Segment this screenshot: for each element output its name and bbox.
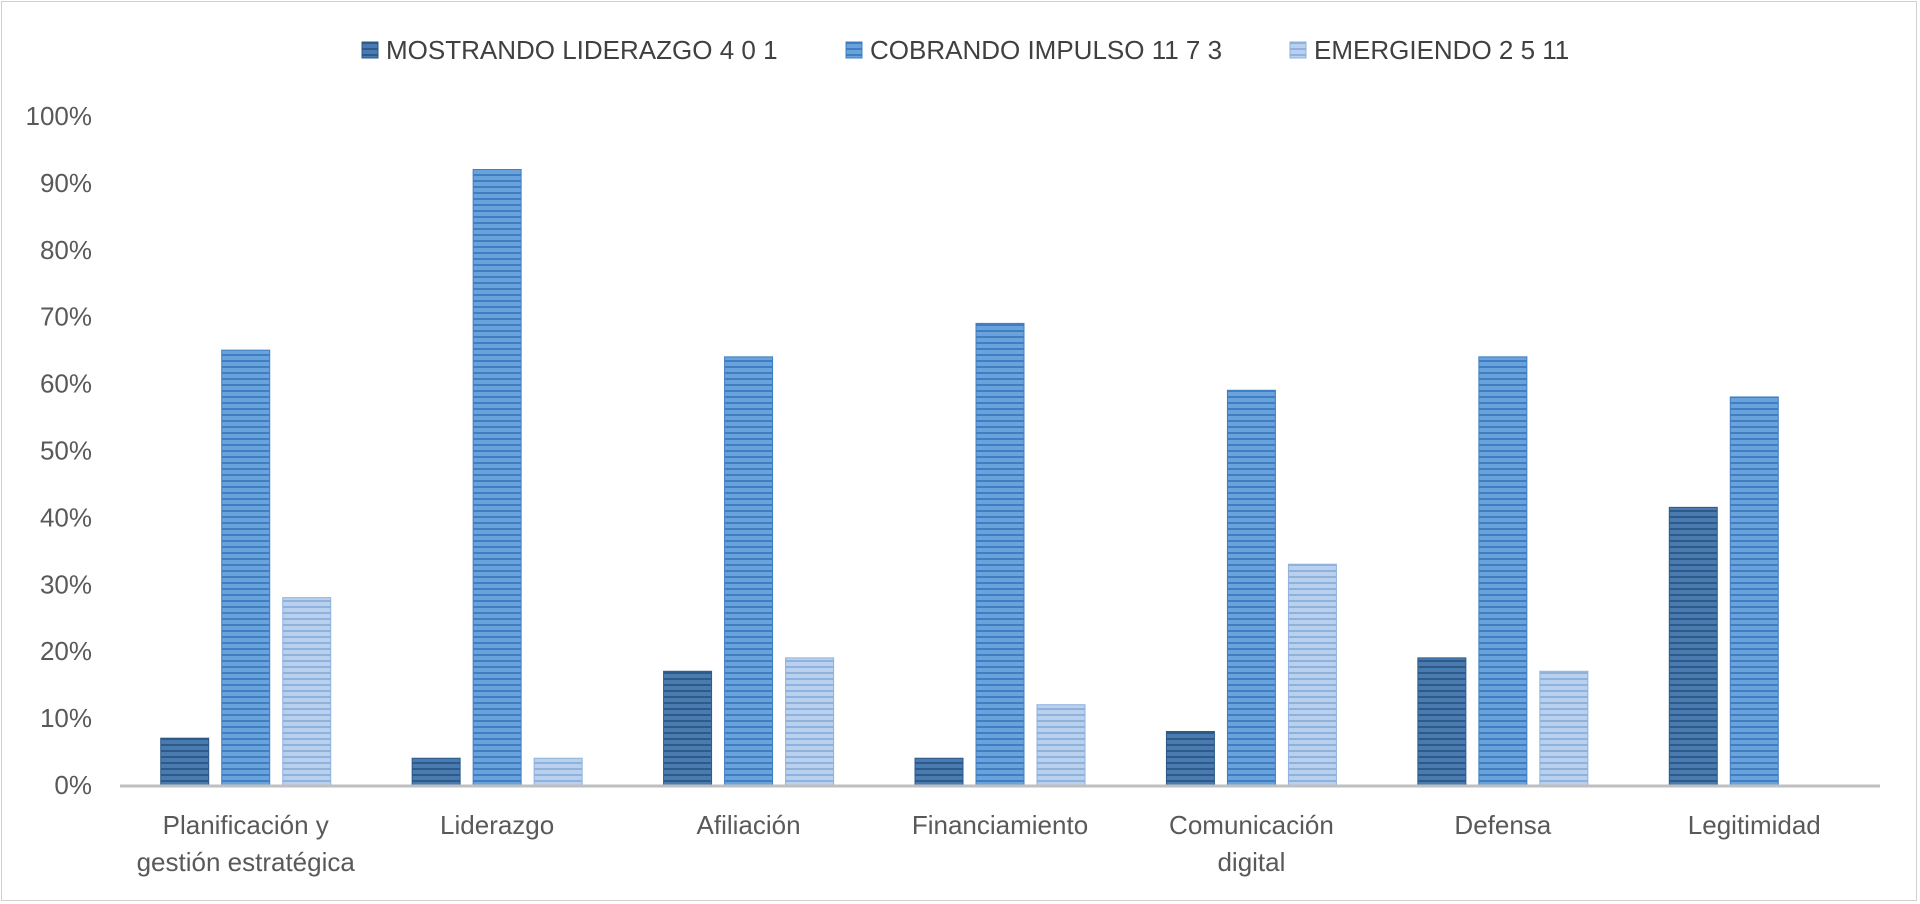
legend-item-0: MOSTRANDO LIDERAZGO 4 0 1	[361, 35, 778, 65]
legend-item-2: EMERGIENDO 2 5 11	[1289, 35, 1569, 65]
y-tick-label: 40%	[40, 502, 92, 532]
bar-series-1-cat-1	[472, 169, 522, 786]
bar-series-1-cat-0	[221, 349, 271, 786]
legend-item-1: COBRANDO IMPULSO 11 7 3	[845, 35, 1222, 65]
bar-series-2-cat-3	[1036, 704, 1086, 786]
y-tick-label: 30%	[40, 569, 92, 599]
y-tick-label: 20%	[40, 636, 92, 666]
legend-swatch	[361, 41, 379, 59]
x-category-label: Liderazgo	[440, 810, 554, 840]
y-tick-label: 80%	[40, 235, 92, 265]
legend-label: COBRANDO IMPULSO 11 7 3	[870, 35, 1222, 65]
bar-series-0-cat-0	[160, 737, 210, 786]
x-category-label: Comunicación digital	[1169, 810, 1334, 877]
y-axis: 0% 10% 20% 30% 40% 50% 60% 70% 80% 90% 100%	[26, 101, 93, 800]
legend-swatch	[1289, 41, 1307, 59]
legend-label: EMERGIENDO 2 5 11	[1314, 35, 1569, 65]
bar-series-2-cat-0	[282, 597, 332, 786]
bar-series-0-cat-3	[914, 757, 964, 786]
bar-series-1-cat-3	[975, 322, 1025, 786]
y-tick-label: 50%	[40, 436, 92, 466]
bar-series-0-cat-6	[1668, 506, 1718, 786]
bar-series-2-cat-5	[1539, 670, 1589, 786]
bar-series-2-cat-2	[785, 657, 835, 786]
y-tick-label: 0%	[54, 770, 92, 800]
x-axis: Planificación y gestión estratégica Lidera…	[120, 784, 1880, 877]
y-tick-label: 10%	[40, 703, 92, 733]
bar-series-0-cat-1	[411, 757, 461, 786]
x-category-label: Defensa	[1454, 810, 1551, 840]
y-tick-label: 60%	[40, 369, 92, 399]
x-category-label: Afiliación	[697, 810, 801, 840]
bar-series-2-cat-1	[533, 757, 583, 786]
y-tick-label: 100%	[26, 101, 93, 131]
bar-series-1-cat-6	[1729, 396, 1779, 786]
legend-swatch	[845, 41, 863, 59]
x-category-label: Financiamiento	[912, 810, 1088, 840]
legend: MOSTRANDO LIDERAZGO 4 0 1 COBRANDO IMPULS…	[361, 35, 1569, 65]
bar-series-2-cat-4	[1287, 563, 1337, 786]
bars	[160, 169, 1779, 786]
bar-series-1-cat-2	[724, 356, 774, 786]
bar-series-0-cat-2	[663, 670, 713, 786]
x-category-label: Planificación y gestión estratégica	[137, 810, 356, 877]
x-category-label: Legitimidad	[1688, 810, 1821, 840]
bar-series-1-cat-5	[1478, 356, 1528, 786]
y-tick-label: 70%	[40, 302, 92, 332]
bar-series-0-cat-4	[1165, 730, 1215, 786]
bar-series-1-cat-4	[1226, 389, 1276, 786]
y-tick-label: 90%	[40, 168, 92, 198]
legend-label: MOSTRANDO LIDERAZGO 4 0 1	[386, 35, 778, 65]
bar-series-0-cat-5	[1417, 657, 1467, 786]
